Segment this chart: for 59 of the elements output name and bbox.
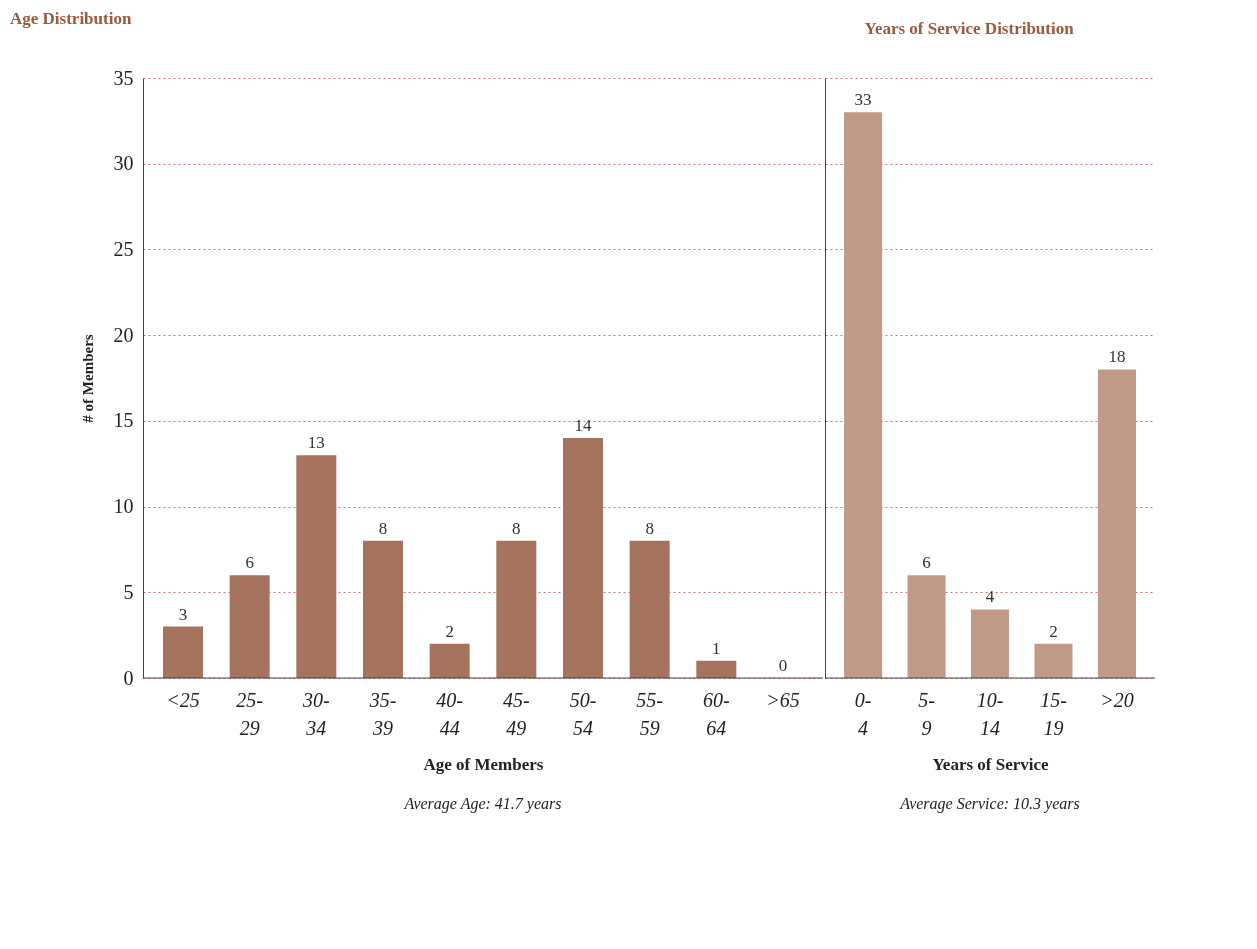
x-tick-label: 50-54 [569,688,597,739]
x-tick-label: 30-34 [302,688,330,739]
x-tick-label: 55-59 [636,688,663,739]
bar [163,626,203,678]
x-tick-label: >65 [766,688,800,711]
y-tick-label: 5 [123,580,134,603]
data-label: 14 [574,416,592,435]
x-tick-label: 0-4 [854,688,872,739]
bar [296,455,337,678]
text: Average Age: 41.7 years [403,795,562,813]
bar [844,112,883,678]
x-tick-label: <25 [166,688,200,711]
text: Average Service: 10.3 years [899,795,1080,813]
x-tick-label: 45-49 [503,688,530,739]
bar [1034,643,1073,678]
y-tick-label: 20 [113,323,134,346]
data-label: 2 [445,621,454,641]
data-label: 6 [922,553,931,573]
data-label: 6 [245,553,254,573]
y-tick-label: 35 [113,66,134,89]
chart-title: Age Distribution [10,9,132,28]
bar [907,575,946,678]
data-label: 4 [985,587,995,607]
data-label: 8 [378,518,388,538]
y-tick-label: 25 [113,237,134,260]
x-axis-title: Age of Members [423,754,544,774]
bar [363,540,403,678]
x-tick-label: 35-39 [368,688,397,739]
x-axis-title: Years of Service [932,754,1050,774]
y-tick-label: 15 [113,409,134,432]
y-tick-label: 10 [113,495,134,518]
chart-title: Years of Service Distribution [864,19,1075,38]
y-tick-label: 30 [113,152,134,175]
bar [229,575,270,678]
bar [1097,369,1136,678]
data-label: 8 [512,518,521,538]
y-tick-label: 0 [123,666,134,689]
bar [429,643,470,678]
x-tick-label: 60-64 [703,688,730,739]
x-tick-label: 15-19 [1040,688,1067,739]
bar [563,438,603,678]
x-tick-label: 40-44 [436,688,463,739]
x-tick-label: >20 [1100,688,1134,711]
y-axis-title: # of Members [79,334,96,423]
data-label: 2 [1049,621,1058,641]
bar [970,609,1010,678]
data-label: 0 [778,656,788,675]
data-label: 33 [854,90,872,110]
x-tick-label: 25-29 [236,688,263,739]
data-label: 13 [307,433,325,453]
bar [496,540,537,678]
x-tick-label: 10-14 [976,688,1004,739]
bar [629,540,670,678]
data-label: 18 [1108,347,1126,367]
data-label: 1 [712,638,721,658]
x-tick-label: 5-9 [918,688,935,739]
data-label: 3 [178,604,188,624]
data-label: 8 [645,518,654,538]
bar [696,660,737,678]
